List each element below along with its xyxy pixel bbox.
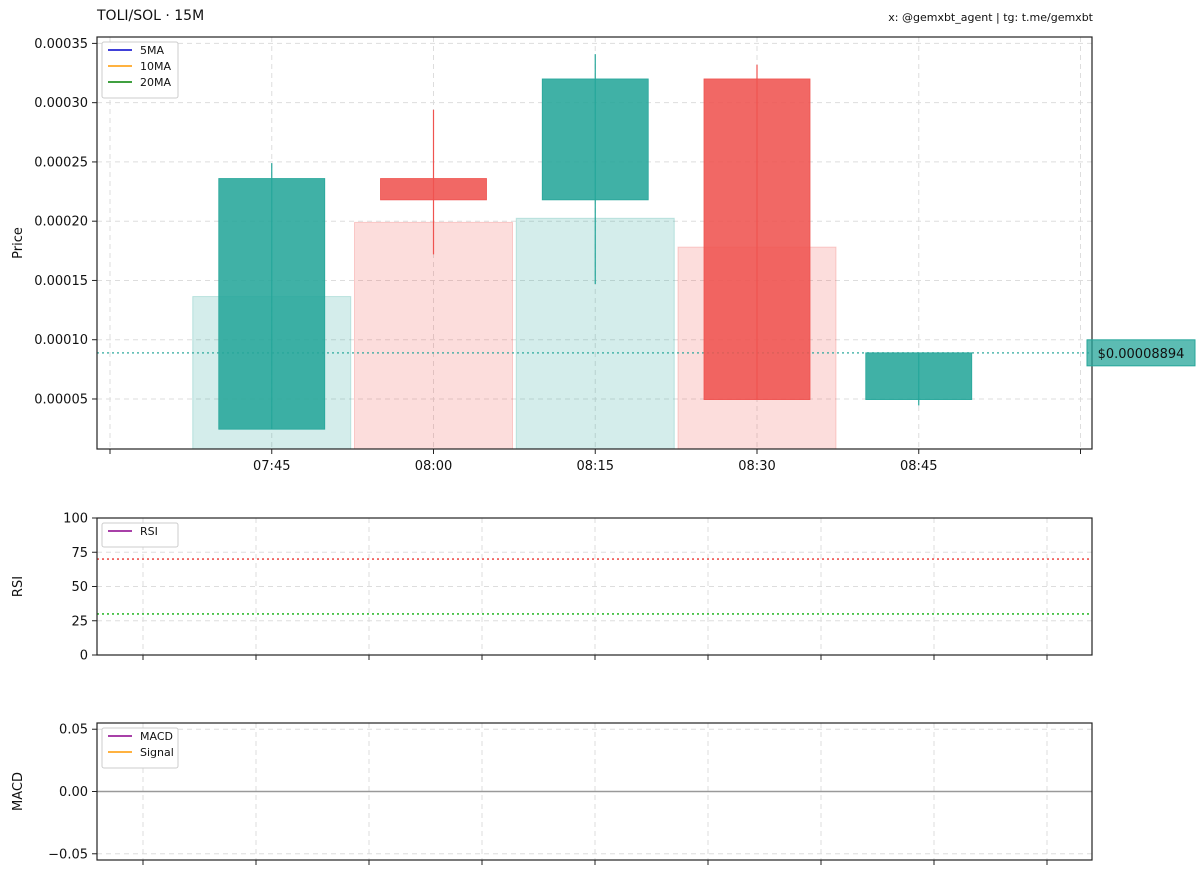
candle-body [380,178,487,201]
macd-y-ticks: −0.05 0.00 0.05 [48,723,97,862]
legend-box [101,522,179,548]
price-y-axis-label: Price [11,227,26,259]
x-tick-label: 08:45 [900,459,937,474]
y-tick-label: 0.00 [59,785,88,800]
candle-body [865,352,973,400]
watermark-text: x: @gemxbt_agent | tg: t.me/gemxbt [888,11,1093,24]
y-tick-label: 0.00030 [34,96,88,111]
y-tick-label: 0.00025 [34,155,88,170]
legend-label: 5MA [140,44,164,57]
x-tick-label: 08:30 [738,459,775,474]
price-legend: 5MA 10MA 20MA [101,41,179,99]
legend-label: MACD [140,730,173,743]
rsi-legend: RSI [101,522,179,548]
chart-title: TOLI/SOL · 15M [97,8,205,24]
x-tick-label: 08:00 [415,459,452,474]
candle-body [218,178,326,430]
candle-body [703,78,811,400]
candle-body [541,78,649,201]
price-tag-box [1086,339,1196,367]
legend-label: 10MA [140,60,171,73]
rsi-x-ticks [142,655,1048,660]
x-tick-label: 07:45 [253,459,290,474]
macd-x-ticks [142,860,1048,865]
price-x-ticks: 07:45 08:00 08:15 08:30 08:45 [109,449,1081,474]
legend-box [101,41,179,99]
legend-box [101,727,179,769]
candles [218,54,973,430]
y-tick-label: 0.00015 [34,274,88,289]
y-tick-label: 0.00035 [34,37,88,52]
rsi-y-axis-label: RSI [11,576,26,597]
volume-bar [354,221,513,450]
y-tick-label: 100 [63,512,88,527]
y-tick-label: 0 [80,649,88,664]
macd-legend: MACD Signal [101,727,179,769]
y-tick-label: −0.05 [48,847,88,862]
y-tick-label: 0.00020 [34,215,88,230]
rsi-y-ticks: 0 25 50 75 100 [63,512,97,664]
price-frame [96,36,1093,450]
legend-label: 20MA [140,76,171,89]
y-tick-label: 50 [71,580,88,595]
price-y-ticks: 0.00005 0.00010 0.00015 0.00020 0.00025 0.000… [34,37,97,407]
y-tick-label: 0.05 [59,723,88,738]
last-price-tag: $0.00008894 [1086,339,1196,367]
legend-label: Signal [140,746,174,759]
price-tag-label: $0.00008894 [1098,347,1185,362]
y-tick-label: 0.00005 [34,392,88,407]
x-tick-label: 08:15 [577,459,614,474]
y-tick-label: 25 [71,614,88,629]
rsi-grid [97,517,1092,656]
macd-y-axis-label: MACD [11,772,26,811]
legend-label: RSI [140,525,158,538]
y-tick-label: 0.00010 [34,333,88,348]
y-tick-label: 75 [71,546,88,561]
